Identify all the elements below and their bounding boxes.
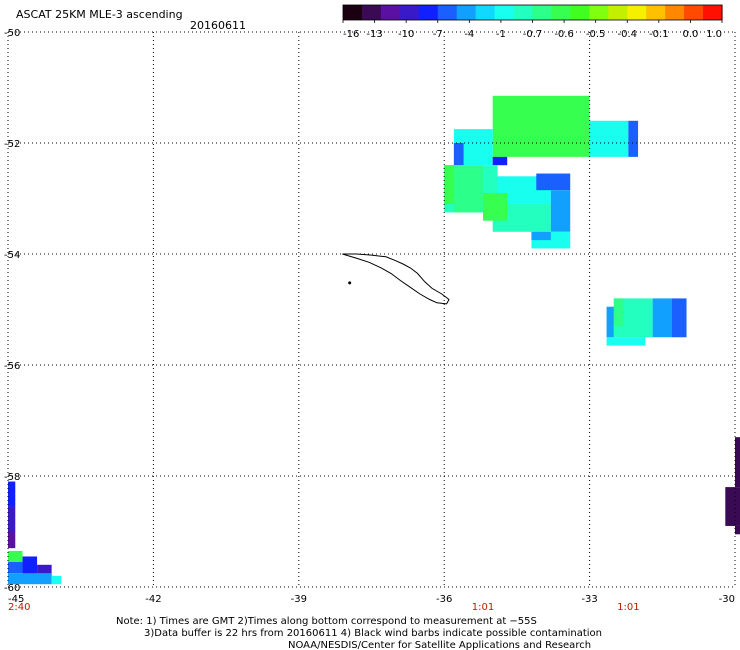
scale-label: 1.0	[706, 29, 722, 40]
lon-label: -36	[436, 594, 452, 605]
wind-cell	[8, 481, 16, 507]
colorbar-swatch	[513, 5, 534, 20]
wind-cell	[735, 525, 740, 535]
scale-label: -0.6	[554, 29, 574, 40]
scale-label: -0.5	[586, 29, 606, 40]
wind-cell	[8, 550, 23, 563]
colorbar-swatch	[380, 5, 401, 20]
lat-label: -54	[4, 250, 20, 261]
lon-label: -33	[581, 594, 597, 605]
colorbar-swatch	[703, 5, 723, 20]
wind-cell	[37, 564, 52, 576]
wind-cell	[8, 562, 23, 574]
colorbar-swatch	[608, 5, 628, 20]
south-georgia-coastline	[342, 253, 450, 305]
wind-cell	[453, 143, 464, 166]
colorbar-swatch	[456, 5, 477, 20]
scale-label: -0.4	[617, 29, 637, 40]
map-title: ASCAT 25KM MLE-3 ascending	[16, 8, 183, 21]
scale-label: -13	[366, 29, 382, 40]
wind-cell	[482, 192, 508, 221]
colorbar-swatch	[418, 5, 439, 20]
scale-label: -4	[464, 29, 474, 40]
wind-cell	[735, 437, 740, 488]
wind-cell	[8, 531, 16, 549]
lat-label: -52	[4, 139, 20, 150]
wind-data-cells	[8, 95, 740, 585]
wind-cell	[589, 120, 629, 157]
map-date: 20160611	[190, 19, 246, 32]
small-islet	[348, 281, 352, 285]
scale-label: -7	[433, 29, 443, 40]
scale-label: 0.0	[682, 29, 698, 40]
time-label: 1:01	[472, 602, 494, 613]
wind-cell	[51, 575, 62, 585]
lon-label: -42	[145, 594, 161, 605]
lat-label: -56	[4, 361, 20, 372]
wind-cell	[606, 306, 614, 338]
wind-cell	[606, 337, 646, 346]
colorbar-swatch	[475, 5, 496, 20]
latitude-labels: -50 -52 -54 -56 -58 -60	[4, 28, 20, 594]
lat-label: -50	[4, 28, 20, 39]
color-scale-bar	[342, 4, 723, 23]
colorbar-swatch	[646, 5, 666, 20]
lon-label: -45	[8, 594, 24, 605]
wind-cell	[536, 173, 571, 191]
colorbar-swatch	[589, 5, 609, 20]
scale-label: -0.7	[523, 29, 543, 40]
colorbar-swatch	[551, 5, 571, 20]
wind-cell	[8, 506, 16, 532]
wind-cell	[550, 190, 571, 232]
scale-label: -16	[343, 29, 359, 40]
time-label: 2:40	[8, 602, 30, 613]
note-line-1: Note: 1) Times are GMT 2)Times along bot…	[116, 616, 537, 627]
wind-cell	[453, 165, 483, 213]
time-labels: 2:40 1:01 1:01	[8, 602, 640, 613]
colorbar-swatch	[627, 5, 647, 20]
lat-label: -58	[4, 472, 20, 483]
wind-cell	[8, 573, 52, 585]
note-line-3: NOAA/NESDIS/Center for Satellite Applica…	[288, 640, 591, 650]
colorbar-swatch	[399, 5, 420, 20]
wind-cell	[652, 298, 672, 338]
longitude-labels: -45 -42 -39 -36 -33 -30	[8, 594, 735, 605]
wind-cell	[444, 165, 454, 205]
wind-cell	[613, 298, 624, 327]
lat-label: -60	[4, 583, 20, 594]
wind-cell	[492, 156, 508, 166]
time-label: 1:01	[617, 602, 639, 613]
lon-label: -30	[719, 594, 735, 605]
scale-label: -10	[398, 29, 414, 40]
colorbar-swatch	[570, 5, 590, 20]
colorbar-swatch	[437, 5, 458, 20]
note-line-2: 3)Data buffer is 22 hrs from 20160611 4)…	[144, 628, 602, 639]
colorbar-swatch	[684, 5, 704, 20]
wind-cell	[22, 556, 38, 576]
wind-cell	[628, 120, 639, 157]
scale-label: -0.1	[649, 29, 669, 40]
wind-cell	[531, 231, 551, 241]
wind-cell	[725, 487, 740, 526]
map-gridlines	[7, 31, 736, 588]
colorbar-swatch	[494, 5, 515, 20]
colorbar-swatch	[343, 5, 363, 20]
color-scale-labels: -16 -13 -10 -7 -4 -1 -0.7 -0.6 -0.5 -0.4…	[343, 29, 722, 40]
colorbar-swatch	[665, 5, 685, 20]
scale-label: -1	[496, 29, 506, 40]
colorbar-swatch	[361, 5, 382, 20]
wind-cell	[671, 298, 687, 338]
wind-cell	[492, 95, 590, 157]
lon-label: -39	[291, 594, 307, 605]
colorbar-swatch	[532, 5, 553, 20]
